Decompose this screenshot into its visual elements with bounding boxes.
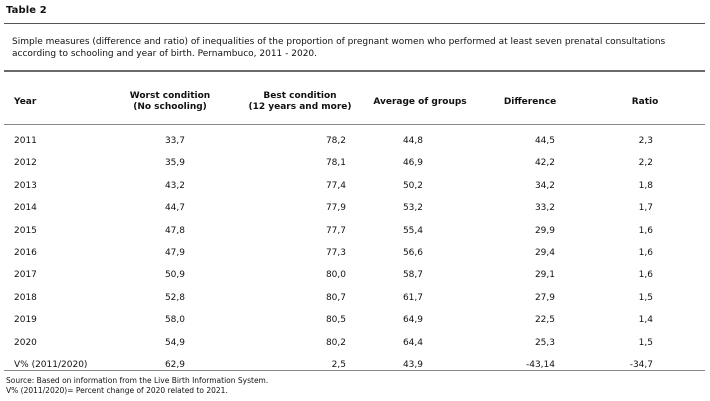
cell-worst-condition: 62,9 (164, 360, 185, 370)
cell-worst-condition: 47,8 (164, 225, 185, 236)
cell-difference: -43,14 (525, 360, 555, 370)
cell-worst-condition: 35,9 (164, 158, 185, 169)
cell-year: 2017 (14, 270, 37, 281)
table-caption: Simple measures (difference and ratio) o… (12, 37, 666, 59)
cell-ratio: -34,7 (629, 360, 653, 370)
cell-year: 2019 (14, 315, 37, 326)
cell-ratio: 1,6 (638, 225, 653, 236)
cell-year: 2012 (14, 158, 37, 169)
cell-year: 2011 (14, 136, 37, 146)
table-row: 2018 52,8 80,7 61,7 27,9 1,5 (0, 289, 710, 307)
cell-difference: 44,5 (534, 136, 555, 146)
caption-divider (4, 70, 705, 72)
table-row: 2020 54,9 80,2 64,4 25,3 1,5 (0, 334, 710, 352)
cell-ratio: 1,6 (638, 270, 653, 281)
table-row: 2014 44,7 77,9 53,2 33,2 1,7 (0, 199, 710, 217)
cell-difference: 27,9 (534, 292, 555, 303)
source-note: Source: Based on information from the Li… (6, 376, 269, 385)
cell-difference: 42,2 (534, 158, 555, 169)
table-row: 2017 50,9 80,0 58,7 29,1 1,6 (0, 266, 710, 284)
cell-year: 2015 (14, 225, 37, 236)
cell-best-condition: 77,7 (325, 225, 346, 236)
header-year: Year (14, 97, 37, 107)
cell-best-condition: 80,0 (325, 270, 346, 281)
table-row: 2011 33,7 78,2 44,8 44,5 2,3 (0, 132, 710, 150)
table-row: 2012 35,9 78,1 46,9 42,2 2,2 (0, 154, 710, 172)
table-row: 2019 58,0 80,5 64,9 22,5 1,4 (0, 311, 710, 329)
cell-worst-condition: 47,9 (164, 248, 185, 258)
cell-best-condition: 80,7 (325, 292, 346, 303)
cell-difference: 29,9 (534, 225, 555, 236)
cell-worst-condition: 58,0 (164, 315, 185, 326)
cell-best-condition: 80,5 (325, 315, 346, 326)
cell-ratio: 1,8 (638, 180, 653, 191)
cell-average: 55,4 (402, 225, 423, 236)
cell-difference: 29,1 (534, 270, 555, 281)
cell-ratio: 2,3 (638, 136, 653, 146)
cell-difference: 34,2 (534, 180, 555, 191)
table-title: Table 2 (6, 5, 47, 16)
table-row: 2016 47,9 77,3 56,6 29,4 1,6 (0, 244, 710, 262)
header-worst-line2: (No schooling) (133, 102, 207, 112)
cell-ratio: 1,5 (638, 292, 653, 303)
cell-best-condition: 77,4 (325, 180, 346, 191)
cell-average: 61,7 (402, 292, 423, 303)
table-row-variation: V% (2011/2020) 62,9 2,5 43,9 -43,14 -34,7 (0, 356, 710, 374)
cell-average: 58,7 (402, 270, 423, 281)
title-divider (4, 23, 705, 24)
cell-worst-condition: 33,7 (164, 136, 185, 146)
header-divider (4, 124, 705, 125)
cell-year: 2020 (14, 337, 37, 348)
cell-worst-condition: 43,2 (164, 180, 185, 191)
cell-best-condition: 78,1 (325, 158, 346, 169)
cell-best-condition: 80,2 (325, 337, 346, 348)
table-bottom-rule (4, 370, 705, 371)
cell-difference: 29,4 (534, 248, 555, 258)
cell-difference: 33,2 (534, 203, 555, 214)
header-best-line2: (12 years and more) (248, 102, 352, 112)
table-row: 2015 47,8 77,7 55,4 29,9 1,6 (0, 222, 710, 240)
cell-difference: 22,5 (534, 315, 555, 326)
cell-average: 43,9 (402, 360, 423, 370)
variation-note: V% (2011/2020)= Percent change of 2020 r… (6, 385, 228, 395)
cell-worst-condition: 52,8 (164, 292, 185, 303)
cell-difference: 25,3 (534, 337, 555, 348)
cell-average: 46,9 (402, 158, 423, 169)
cell-average: 50,2 (402, 180, 423, 191)
cell-average: 56,6 (402, 248, 423, 258)
cell-worst-condition: 44,7 (164, 203, 185, 214)
cell-best-condition: 2,5 (331, 360, 346, 370)
cell-year: V% (2011/2020) (14, 360, 88, 370)
cell-ratio: 2,2 (638, 158, 653, 169)
cell-year: 2014 (14, 203, 37, 214)
header-best-condition: Best condition (12 years and more) (235, 91, 365, 113)
cell-ratio: 1,6 (638, 248, 653, 258)
cell-worst-condition: 50,9 (164, 270, 185, 281)
table-notes: Source: Based on information from the Li… (6, 376, 268, 395)
cell-year: 2018 (14, 292, 37, 303)
cell-best-condition: 77,9 (325, 203, 346, 214)
cell-average: 64,4 (402, 337, 423, 348)
cell-average: 44,8 (402, 136, 423, 146)
header-ratio: Ratio (631, 97, 659, 107)
header-average: Average of groups (373, 97, 467, 107)
cell-year: 2016 (14, 248, 37, 258)
cell-ratio: 1,5 (638, 337, 653, 348)
cell-worst-condition: 54,9 (164, 337, 185, 348)
header-difference: Difference (503, 97, 557, 107)
header-best-line1: Best condition (263, 91, 337, 101)
cell-ratio: 1,4 (638, 315, 653, 326)
cell-best-condition: 78,2 (325, 136, 346, 146)
table-row: 2013 43,2 77,4 50,2 34,2 1,8 (0, 177, 710, 195)
cell-average: 53,2 (402, 203, 423, 214)
cell-ratio: 1,7 (638, 203, 653, 214)
header-worst-condition: Worst condition (No schooling) (115, 91, 225, 113)
header-worst-line1: Worst condition (129, 91, 211, 101)
cell-best-condition: 77,3 (325, 248, 346, 258)
cell-year: 2013 (14, 180, 37, 191)
cell-average: 64,9 (402, 315, 423, 326)
